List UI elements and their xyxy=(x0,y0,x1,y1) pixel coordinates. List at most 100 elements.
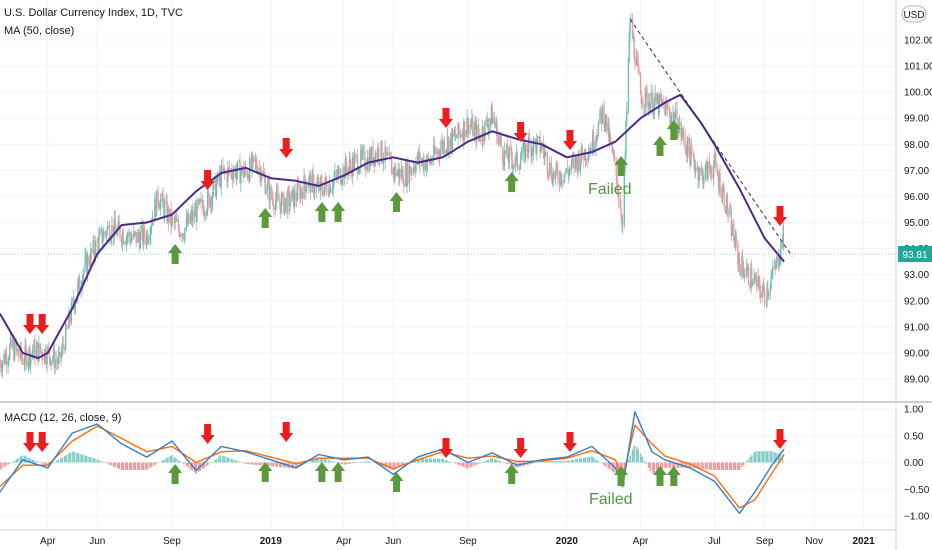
candle-body xyxy=(644,87,647,106)
candle-body xyxy=(16,349,18,351)
macd-hist-bar xyxy=(252,462,254,465)
candle-body xyxy=(60,351,63,358)
candle-body xyxy=(162,193,164,202)
candle-body xyxy=(685,148,687,150)
macd-hist-bar xyxy=(394,462,396,470)
candle-body xyxy=(451,129,454,150)
macd-hist-bar xyxy=(45,462,48,466)
candle-body xyxy=(137,231,139,243)
candle-body xyxy=(352,157,354,177)
macd-hist-bar xyxy=(560,461,562,463)
candle-body xyxy=(608,122,610,142)
candle-body xyxy=(4,354,7,363)
candle-body xyxy=(102,239,104,243)
candle-body xyxy=(465,131,467,138)
candle-body xyxy=(536,136,539,140)
candle-body xyxy=(356,156,359,174)
macd-hist-bar xyxy=(104,462,107,463)
candle-body xyxy=(35,347,38,359)
candle-body xyxy=(39,343,42,352)
candle-body xyxy=(699,168,701,177)
macd-hist-bar xyxy=(649,462,652,471)
candle-body xyxy=(269,186,271,202)
candle-body xyxy=(309,175,311,178)
price-axis-tick: 89.00 xyxy=(904,375,929,386)
candle-body xyxy=(463,121,466,138)
currency-badge[interactable] xyxy=(901,5,927,23)
macd-hist-bar xyxy=(775,452,777,463)
candle-body xyxy=(520,155,523,161)
candle-body xyxy=(507,158,510,163)
macd-hist-bar xyxy=(126,462,129,470)
candle-body xyxy=(409,166,411,174)
candle-body xyxy=(235,168,237,179)
price-axis-tick: 101.00 xyxy=(904,62,932,73)
candle-body xyxy=(292,188,295,208)
candle-body xyxy=(211,195,214,206)
candle-body xyxy=(603,105,605,126)
candle-body xyxy=(518,167,520,169)
candle-body xyxy=(258,168,261,169)
candle-body xyxy=(9,337,12,346)
macd-hist-bar xyxy=(491,458,493,463)
candle-body xyxy=(97,240,99,251)
candle-body xyxy=(49,357,51,365)
candle-body xyxy=(178,227,180,236)
candle-body xyxy=(647,101,650,108)
candle-body xyxy=(399,168,401,179)
macd-hist-bar xyxy=(130,462,133,470)
candle-body xyxy=(498,138,501,140)
candle-body xyxy=(304,175,306,185)
macd-hist-bar xyxy=(357,462,360,463)
candle-body xyxy=(527,151,529,153)
candle-body xyxy=(149,236,151,240)
candle-body xyxy=(146,233,148,244)
candle-body xyxy=(285,197,287,213)
candle-body xyxy=(394,166,397,177)
candle-body xyxy=(425,163,428,171)
candle-body xyxy=(368,157,370,171)
macd-hist-bar xyxy=(278,462,281,468)
candle-body xyxy=(777,256,780,266)
macd-hist-bar xyxy=(700,462,703,469)
macd-hist-bar xyxy=(304,462,307,464)
sell-arrow-price xyxy=(35,314,50,334)
candle-body xyxy=(34,341,36,359)
candle-body xyxy=(478,134,480,136)
macd-hist-bar xyxy=(655,462,658,472)
macd-hist-bar xyxy=(708,462,711,470)
candle-body xyxy=(453,129,455,136)
candle-body xyxy=(61,343,64,352)
candle-body xyxy=(157,190,159,203)
candle-body xyxy=(42,358,44,361)
candle-body xyxy=(117,221,120,229)
candle-body xyxy=(343,167,346,179)
candle-body xyxy=(502,146,504,162)
candle-body xyxy=(69,321,72,323)
candle-body xyxy=(346,169,348,176)
candle-body xyxy=(531,147,533,157)
candle-body xyxy=(142,226,145,243)
candle-body xyxy=(463,121,465,141)
candle-body xyxy=(565,168,567,174)
macd-hist-bar xyxy=(771,451,773,463)
candle-body xyxy=(700,168,703,172)
candle-body xyxy=(50,360,52,365)
candle-body xyxy=(276,190,279,194)
candle-body xyxy=(697,166,699,181)
macd-hist-bar xyxy=(530,462,532,464)
candle-body xyxy=(77,276,80,284)
macd-hist-bar xyxy=(283,462,285,468)
candle-body xyxy=(617,189,619,193)
macd-hist-bar xyxy=(41,462,43,464)
candle-body xyxy=(715,159,717,170)
candle-body xyxy=(506,144,508,155)
candle-body xyxy=(750,268,753,286)
candle-body xyxy=(511,160,514,169)
macd-hist-bar xyxy=(637,449,639,463)
time-axis-tick: Sep xyxy=(756,536,774,547)
macd-hist-bar xyxy=(223,456,226,463)
candle-body xyxy=(93,240,95,254)
candle-body xyxy=(184,227,186,239)
candle-body xyxy=(725,194,728,213)
